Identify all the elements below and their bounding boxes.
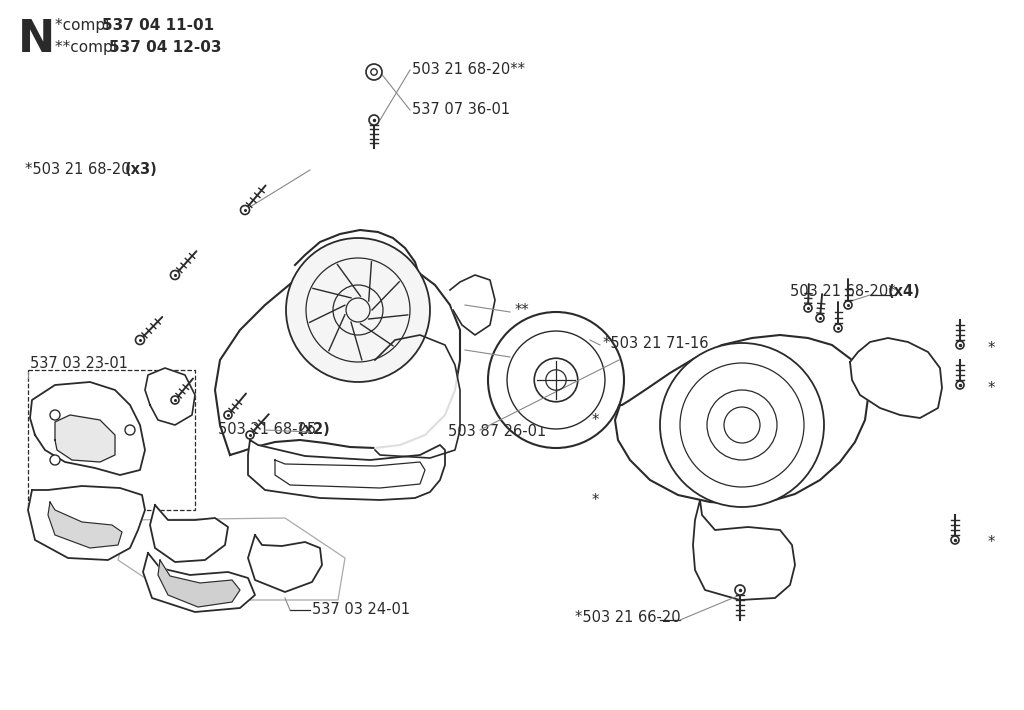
Text: *: *: [592, 493, 599, 508]
Text: **: **: [515, 347, 529, 363]
Polygon shape: [850, 338, 942, 418]
Circle shape: [507, 331, 605, 429]
Text: **: **: [515, 302, 529, 317]
Circle shape: [951, 536, 959, 544]
Polygon shape: [248, 440, 445, 500]
Text: 503 21 68-25: 503 21 68-25: [218, 422, 321, 437]
Circle shape: [50, 455, 60, 465]
Circle shape: [241, 205, 250, 214]
Circle shape: [660, 343, 824, 507]
Polygon shape: [275, 460, 425, 488]
Text: 537 04 12-03: 537 04 12-03: [109, 40, 221, 55]
Text: 503 21 68-20*: 503 21 68-20*: [790, 285, 900, 300]
Text: 503 21 68-20**: 503 21 68-20**: [412, 62, 525, 77]
Polygon shape: [375, 335, 460, 458]
Polygon shape: [150, 505, 228, 562]
Polygon shape: [450, 275, 495, 335]
Text: *: *: [592, 413, 599, 427]
Circle shape: [366, 64, 382, 80]
Polygon shape: [693, 500, 795, 600]
Polygon shape: [145, 368, 195, 425]
Polygon shape: [28, 486, 145, 560]
Text: *compl: *compl: [55, 18, 115, 33]
Circle shape: [369, 115, 379, 125]
Polygon shape: [292, 230, 420, 347]
Circle shape: [246, 431, 254, 439]
Text: 503 87 26-01: 503 87 26-01: [449, 425, 546, 439]
Circle shape: [804, 304, 812, 312]
Circle shape: [224, 411, 232, 419]
Text: N: N: [18, 18, 55, 61]
Circle shape: [286, 238, 430, 382]
Text: *: *: [988, 341, 995, 356]
Text: *503 21 68-20: *503 21 68-20: [25, 163, 135, 178]
Circle shape: [371, 69, 377, 75]
Text: *503 21 71-16: *503 21 71-16: [603, 336, 709, 351]
Text: 537 07 36-01: 537 07 36-01: [412, 102, 510, 117]
Polygon shape: [143, 553, 255, 612]
Polygon shape: [248, 535, 322, 592]
Circle shape: [844, 301, 852, 309]
Circle shape: [488, 312, 624, 448]
Circle shape: [834, 324, 842, 332]
Text: (x2): (x2): [298, 422, 331, 437]
Circle shape: [956, 341, 964, 349]
Circle shape: [546, 370, 566, 391]
Circle shape: [724, 407, 760, 443]
Circle shape: [535, 359, 578, 402]
Circle shape: [956, 381, 964, 389]
Text: 537 03 24-01: 537 03 24-01: [312, 603, 411, 618]
Polygon shape: [118, 518, 345, 600]
Circle shape: [171, 396, 179, 404]
Text: 537 03 23-01: 537 03 23-01: [30, 356, 128, 371]
Circle shape: [50, 410, 60, 420]
Polygon shape: [30, 382, 145, 475]
Circle shape: [171, 271, 179, 280]
Polygon shape: [48, 502, 122, 548]
Text: (x4): (x4): [888, 285, 921, 300]
Polygon shape: [158, 560, 240, 607]
Circle shape: [125, 425, 135, 435]
Circle shape: [680, 363, 804, 487]
Text: (x3): (x3): [125, 163, 158, 178]
Circle shape: [816, 314, 824, 322]
Text: *: *: [988, 535, 995, 550]
Circle shape: [707, 390, 777, 460]
Circle shape: [135, 336, 144, 344]
Text: **compl: **compl: [55, 40, 122, 55]
Text: 537 04 11-01: 537 04 11-01: [102, 18, 214, 33]
Polygon shape: [615, 335, 868, 504]
Text: *503 21 66-20: *503 21 66-20: [575, 611, 681, 626]
Circle shape: [735, 585, 745, 595]
Text: *: *: [988, 381, 995, 395]
Polygon shape: [55, 415, 115, 462]
